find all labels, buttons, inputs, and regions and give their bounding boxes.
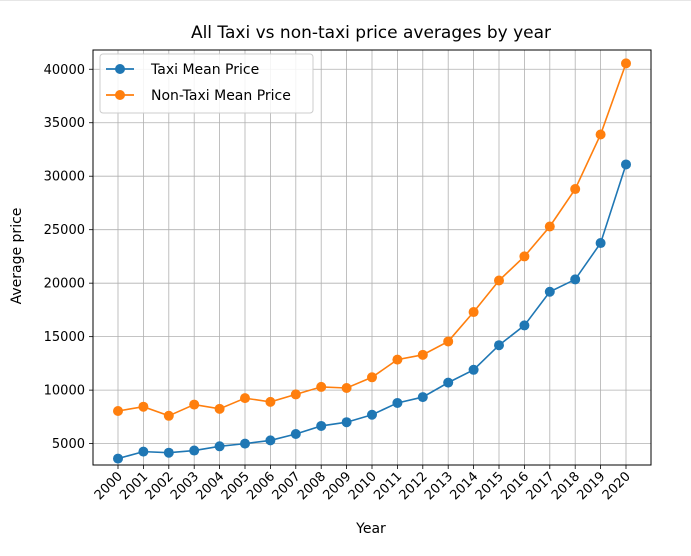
data-point: [341, 382, 352, 393]
x-tick-label: 2005: [219, 469, 253, 503]
legend-label-non-taxi: Non-Taxi Mean Price: [151, 88, 291, 104]
x-axis-ticks: 2000200120022003200420052006200720082009…: [92, 465, 634, 503]
data-point: [138, 446, 149, 457]
data-point: [544, 221, 555, 232]
data-point: [392, 354, 403, 365]
data-point: [417, 392, 428, 403]
y-tick-label: 40000: [44, 63, 85, 78]
x-tick-label: 2000: [92, 469, 126, 503]
series-layer: [113, 58, 631, 464]
data-point: [113, 405, 123, 416]
legend-marker-taxi: [115, 64, 125, 74]
data-point: [519, 251, 530, 262]
data-point: [163, 410, 174, 421]
data-point: [265, 435, 276, 446]
x-tick-label: 2020: [600, 469, 634, 503]
legend-marker-non-taxi: [115, 90, 125, 100]
data-point: [494, 275, 504, 286]
data-point: [494, 340, 504, 351]
data-point: [544, 286, 555, 297]
x-tick-label: 2002: [143, 469, 177, 503]
data-point: [468, 307, 479, 318]
data-point: [214, 441, 225, 452]
x-tick-label: 2011: [371, 469, 405, 503]
data-point: [163, 447, 174, 458]
x-tick-label: 2008: [295, 469, 329, 503]
data-point: [240, 438, 250, 449]
data-point: [240, 393, 250, 404]
chart-title: All Taxi vs non-taxi price averages by y…: [191, 23, 551, 43]
data-point: [621, 58, 631, 69]
legend-label-taxi: Taxi Mean Price: [150, 62, 259, 78]
data-point: [189, 399, 200, 410]
x-tick-label: 2001: [117, 469, 151, 503]
data-point: [595, 238, 606, 249]
legend-box: [99, 53, 314, 114]
data-point: [265, 396, 276, 407]
x-tick-label: 2003: [168, 469, 202, 503]
x-tick-label: 2006: [244, 469, 278, 503]
y-tick-label: 35000: [44, 116, 85, 131]
data-point: [595, 129, 606, 140]
x-tick-label: 2009: [320, 469, 354, 503]
data-point: [316, 420, 327, 431]
data-point: [290, 389, 301, 400]
data-point: [367, 372, 377, 383]
data-point: [621, 159, 631, 170]
data-point: [214, 403, 225, 414]
x-tick-label: 2018: [549, 469, 583, 503]
data-point: [113, 453, 123, 464]
data-point: [443, 336, 454, 347]
x-tick-label: 2014: [447, 469, 481, 503]
x-tick-label: 2019: [574, 469, 608, 503]
data-point: [290, 428, 301, 439]
data-point: [570, 184, 581, 195]
x-tick-label: 2007: [270, 469, 304, 503]
series-0: [113, 159, 631, 464]
x-tick-label: 2016: [498, 469, 532, 503]
y-tick-label: 20000: [44, 277, 85, 292]
y-tick-label: 25000: [44, 223, 85, 238]
x-tick-label: 2017: [524, 469, 558, 503]
y-tick-label: 15000: [44, 330, 85, 345]
data-point: [468, 364, 479, 375]
data-point: [316, 381, 327, 392]
data-point: [189, 445, 200, 456]
y-tick-label: 10000: [44, 384, 85, 399]
data-point: [367, 409, 377, 420]
top-border: [0, 0, 691, 1]
data-point: [570, 274, 581, 285]
legend: Taxi Mean Price Non-Taxi Mean Price: [99, 53, 314, 114]
y-tick-label: 30000: [44, 170, 85, 185]
y-axis-ticks: 5000 10000 15000 20000 25000 30000 35000 40000: [44, 63, 93, 452]
y-tick-label: 5000: [52, 437, 85, 452]
series-1: [113, 58, 631, 421]
x-tick-label: 2012: [397, 469, 431, 503]
x-tick-label: 2010: [346, 469, 380, 503]
data-point: [519, 320, 530, 331]
data-point: [392, 397, 403, 408]
grid-lines: [93, 50, 651, 465]
data-point: [443, 377, 454, 388]
data-point: [417, 349, 428, 360]
x-tick-label: 2004: [193, 469, 227, 503]
x-axis-label: Year: [355, 521, 386, 537]
data-point: [138, 401, 149, 412]
x-tick-label: 2013: [422, 469, 456, 503]
data-point: [341, 417, 352, 428]
y-axis-label: Average price: [9, 208, 25, 305]
x-tick-label: 2015: [473, 469, 507, 503]
